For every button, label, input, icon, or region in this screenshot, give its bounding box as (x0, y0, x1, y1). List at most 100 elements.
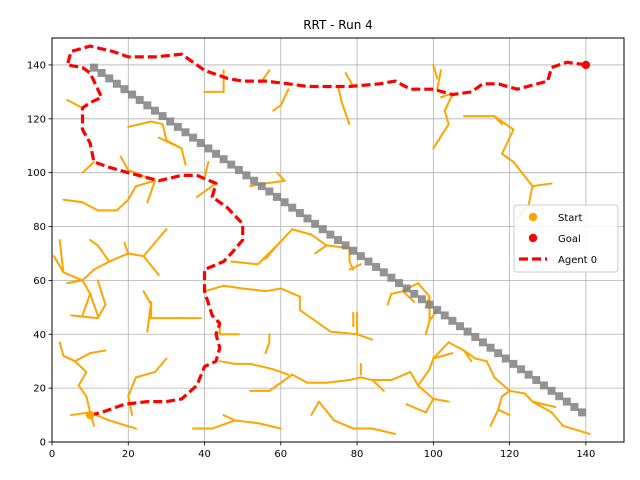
obstacle-cell (356, 252, 365, 261)
tree-branch (317, 400, 336, 422)
obstacle-cell (532, 376, 541, 385)
obstacle-cell (379, 268, 388, 277)
obstacle-cell (501, 354, 510, 363)
y-tick-label: 40 (33, 330, 46, 341)
obstacle-cell (509, 359, 518, 368)
tree-branch (348, 263, 362, 271)
obstacle-cell (326, 230, 335, 239)
obstacle-cell (181, 128, 190, 137)
tree-branch (203, 160, 210, 180)
tree-branch (249, 362, 275, 371)
tree-branch (527, 185, 534, 206)
legend-label: Agent 0 (558, 255, 597, 266)
tree-branch (531, 182, 553, 188)
obstacle-wall (89, 63, 587, 417)
tree-branch (73, 352, 92, 363)
obstacle-cell (150, 106, 159, 115)
tree-branch (234, 419, 259, 425)
tree-branch (73, 360, 88, 373)
tree-branch (70, 314, 99, 320)
tree-branch (96, 279, 107, 306)
tree-branch (523, 392, 534, 403)
obstacle-cell (555, 392, 564, 401)
tree-branch (119, 155, 130, 171)
obstacle-cell (440, 311, 449, 320)
tree-branch (432, 352, 454, 360)
tree-branch (417, 384, 435, 400)
tree-branch (310, 233, 328, 247)
axes: 0 20 40 60 80 100 120 140 0 20 40 60 80 100 120 140 (27, 60, 596, 460)
tree-branch (108, 419, 137, 430)
legend-marker (528, 233, 538, 243)
tree-branch (134, 370, 156, 379)
obstacle-cell (272, 192, 281, 201)
tree-branch (81, 201, 99, 212)
tree-branch (432, 341, 450, 360)
tree-branch (417, 368, 431, 387)
tree-branch (264, 179, 286, 185)
obstacle-cell (250, 176, 259, 185)
obstacle-cell (402, 284, 411, 293)
tree-branch (462, 349, 473, 363)
tree-branch (161, 123, 168, 142)
x-tick-label: 60 (274, 449, 287, 460)
agent-0-path-line (65, 44, 587, 417)
tree-branch (447, 341, 465, 352)
obstacle-cell (311, 219, 320, 228)
legend-label: Start (558, 213, 583, 224)
tree-branch (275, 171, 286, 182)
tree-branch (77, 370, 88, 387)
tree-branch (443, 93, 454, 112)
tree-branch (142, 228, 168, 258)
obstacle-cell (433, 306, 442, 315)
tree-branch (272, 104, 282, 112)
tree-branch (390, 290, 404, 295)
tree-branch (333, 419, 355, 430)
obstacle-cell (112, 79, 121, 88)
obstacle-cell (547, 386, 556, 395)
tree-branch (356, 333, 374, 341)
tree-branch (92, 260, 111, 271)
tree-branch (134, 179, 156, 188)
tree-branch (409, 370, 420, 387)
markers (85, 60, 591, 420)
obstacle-cell (562, 397, 571, 406)
tree-branch (432, 397, 450, 403)
tree-branch (329, 330, 359, 336)
tree-branch (256, 422, 282, 430)
obstacle-cell (395, 279, 404, 288)
tree-branch (127, 185, 137, 201)
tree-branch (386, 292, 393, 306)
obstacle-cell (318, 225, 327, 234)
plot-area-frame (51, 37, 625, 443)
tree-branch (127, 376, 137, 398)
tree-branch (62, 354, 76, 363)
obstacle-cell (189, 133, 198, 142)
obstacle-cell (128, 90, 137, 99)
tree-branch (531, 400, 557, 408)
tree-branch (474, 357, 488, 363)
agent-path (65, 44, 587, 417)
tree-branch (436, 69, 442, 91)
tree-branch (96, 303, 107, 320)
obstacle-cell (570, 402, 579, 411)
tree-branch (500, 389, 511, 398)
obstacle-cell (135, 95, 144, 104)
tree-branch (310, 400, 320, 417)
tree-branch (127, 395, 134, 417)
tree-branch (58, 341, 65, 357)
obstacle-cell (97, 69, 106, 78)
tree-branch (241, 287, 267, 293)
tree-branch (142, 290, 153, 306)
tree-branch (127, 120, 153, 128)
tree-branch (230, 260, 259, 266)
tree-branch (314, 244, 328, 255)
tree-branch (81, 279, 92, 295)
tree-branch (81, 268, 95, 282)
y-tick-label: 60 (33, 276, 46, 287)
obstacle-cell (166, 117, 175, 126)
obstacle-cell (372, 262, 381, 271)
obstacle-cell (387, 273, 396, 282)
tree-branch (279, 287, 301, 298)
tree-branch (371, 427, 397, 435)
